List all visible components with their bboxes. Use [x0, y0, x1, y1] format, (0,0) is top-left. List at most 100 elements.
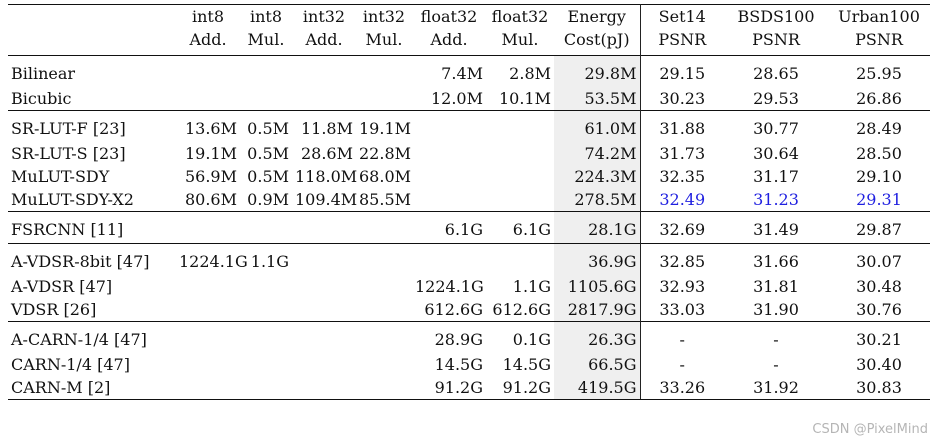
psnr-cell: 29.31	[856, 190, 902, 209]
method-name: FSRCNN [11]	[8, 211, 176, 244]
op-count-cell: 1224.1G	[176, 243, 248, 275]
energy-cost-cell: 419.5G	[554, 376, 641, 400]
op-count-cell	[412, 165, 486, 188]
psnr-cell: 30.40	[856, 355, 902, 374]
energy-cost-cell: 26.3G	[554, 321, 641, 353]
op-count-cell	[240, 55, 292, 87]
header-cell: Add.	[430, 30, 468, 49]
psnr-cell: 33.26	[640, 376, 724, 400]
method-name: Bilinear	[8, 55, 176, 87]
energy-cost-cell: 1105.6G	[554, 275, 641, 298]
op-count-cell	[412, 142, 486, 165]
op-count-cell: 19.1M	[184, 144, 237, 163]
op-count-cell: 0.9M	[247, 190, 289, 209]
op-count-cell: 91.2G	[412, 376, 486, 400]
op-count-cell	[356, 298, 412, 322]
method-name: CARN-M [2]	[8, 376, 176, 400]
op-count-cell	[486, 243, 554, 275]
psnr-cell: 31.23	[753, 190, 799, 209]
op-count-cell	[292, 243, 356, 275]
psnr-cell: 30.48	[856, 277, 902, 296]
op-count-cell	[292, 353, 356, 376]
psnr-cell: 30.07	[828, 243, 930, 275]
header-cell: Set14	[640, 4, 724, 28]
psnr-cell: 30.76	[856, 300, 902, 319]
header-cell: Energy	[554, 4, 641, 28]
op-count-cell	[176, 275, 240, 298]
op-count-cell: 68.0M	[359, 167, 412, 186]
method-name: Bicubic	[11, 89, 72, 108]
energy-cost-cell: 29.8M	[554, 55, 641, 87]
op-count-cell	[240, 321, 292, 353]
op-count-cell: 56.9M	[184, 167, 237, 186]
op-count-cell	[240, 275, 292, 298]
op-count-cell	[486, 188, 554, 212]
psnr-cell: 28.49	[828, 110, 930, 142]
op-count-cell: 85.5M	[359, 190, 412, 209]
op-count-cell: 7.4M	[412, 55, 486, 87]
op-count-cell: 14.5G	[434, 355, 483, 374]
table-header: int8 int8 int32 int32 float32 float32 Energy Se…	[8, 4, 930, 56]
header-cell: Mul.	[501, 30, 539, 49]
psnr-cell: 28.50	[856, 144, 902, 163]
psnr-cell: 31.92	[724, 376, 828, 400]
header-cell: Urban100	[828, 4, 930, 28]
header-row-2: Add. Mul. Add. Mul. Add. Mul. Cost(pJ) PSNR PSNR…	[8, 28, 930, 56]
psnr-cell: 29.87	[828, 211, 930, 244]
method-name: MuLUT-SDY	[11, 167, 110, 186]
op-count-cell	[412, 110, 486, 142]
psnr-cell: 32.93	[659, 277, 706, 296]
op-count-cell: 11.8M	[292, 110, 356, 142]
op-count-cell: 28.6M	[300, 144, 353, 163]
header-cell: int8	[176, 4, 240, 28]
method-name: SR-LUT-S [23]	[11, 144, 126, 163]
header-cell: int32	[292, 4, 356, 28]
psnr-cell: 32.69	[640, 211, 724, 244]
psnr-cell: 31.73	[659, 144, 706, 163]
header-cell: int32	[356, 4, 412, 28]
op-count-cell	[176, 211, 240, 244]
op-count-cell	[292, 87, 356, 111]
psnr-cell: 25.95	[828, 55, 930, 87]
psnr-cell: 26.86	[856, 89, 902, 108]
energy-cost-cell: 224.3M	[554, 165, 641, 188]
header-cell: float32	[486, 4, 554, 28]
op-count-cell	[486, 165, 554, 188]
psnr-cell: 29.53	[753, 89, 799, 108]
method-name: CARN-1/4 [47]	[11, 355, 130, 374]
op-count-cell: 14.5G	[502, 355, 551, 374]
energy-cost-cell: 53.5M	[554, 87, 641, 111]
table-row: A-VDSR-8bit [47] 1224.1G 1.1G 36.9G 32.85 31.…	[8, 243, 930, 275]
table-row: A-CARN-1/4 [47] 28.9G 0.1G 26.3G - -30.21	[8, 321, 930, 353]
op-count-cell	[176, 55, 240, 87]
table-row: SR-LUT-S [23] 19.1M 0.5M 28.6M 22.8M 74.2M 31.…	[8, 142, 930, 165]
op-count-cell: 1.1G	[240, 243, 292, 275]
table-body: Bilinear 7.4M 2.8M 29.8M 29.15 28.65 25.95 Bicu…	[8, 55, 930, 400]
op-count-cell	[176, 87, 240, 111]
op-count-cell	[292, 298, 356, 322]
op-count-cell	[486, 110, 554, 142]
psnr-cell: -	[773, 355, 779, 374]
header-cell: PSNR	[752, 30, 800, 49]
psnr-cell: 30.21	[828, 321, 930, 353]
header-cell: int8	[240, 4, 292, 28]
table-row: VDSR [26] 612.6G 612.6G 2817.9G 33.03 31.90 30…	[8, 298, 930, 322]
header-row-1: int8 int8 int32 int32 float32 float32 Energy Se…	[8, 4, 930, 28]
psnr-cell: 33.03	[659, 300, 706, 319]
op-count-cell	[240, 376, 292, 400]
op-count-cell	[356, 55, 412, 87]
psnr-cell: 32.85	[640, 243, 724, 275]
header-cell: Mul.	[365, 30, 403, 49]
psnr-cell: 31.66	[724, 243, 828, 275]
op-count-cell: 118.0M	[295, 167, 358, 186]
energy-cost-cell: 2817.9G	[554, 298, 641, 322]
op-count-cell: 12.0M	[430, 89, 483, 108]
header-cell: PSNR	[658, 30, 707, 49]
op-count-cell: 10.1M	[498, 89, 551, 108]
op-count-cell: 0.5M	[247, 144, 289, 163]
op-count-cell	[356, 243, 412, 275]
op-count-cell: 612.6G	[424, 300, 483, 319]
op-count-cell	[292, 55, 356, 87]
op-count-cell	[356, 321, 412, 353]
